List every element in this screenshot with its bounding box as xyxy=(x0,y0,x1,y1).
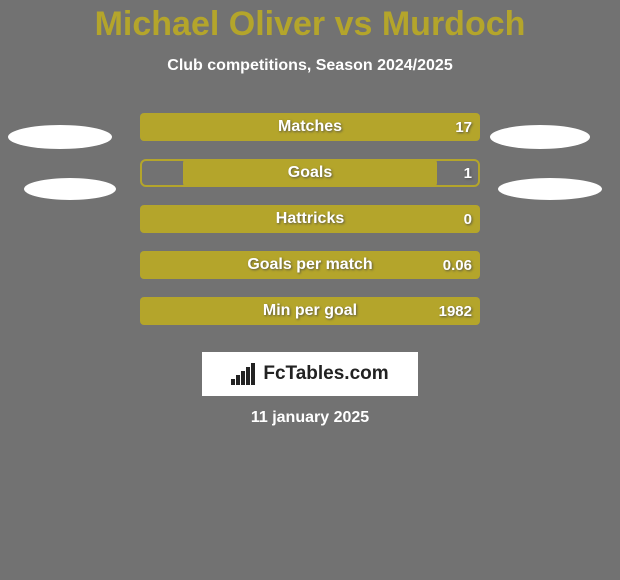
page-subtitle: Club competitions, Season 2024/2025 xyxy=(0,57,620,75)
stat-value-right: 0.06 xyxy=(443,251,472,279)
stats-chart: Matches 17 Goals 1 Hattricks 0 Goals per match… xyxy=(0,113,620,343)
page-title: Michael Oliver vs Murdoch xyxy=(0,0,620,43)
logo-bars-icon xyxy=(231,363,257,385)
stat-row: Goals per match 0.06 xyxy=(140,251,480,279)
stat-label: Min per goal xyxy=(263,297,357,325)
stat-value-right: 1 xyxy=(464,159,472,187)
stat-row: Matches 17 xyxy=(140,113,480,141)
stat-label: Goals per match xyxy=(247,251,372,279)
stat-label: Hattricks xyxy=(276,205,344,233)
stat-value-right: 17 xyxy=(455,113,472,141)
page: Michael Oliver vs Murdoch Club competiti… xyxy=(0,0,620,580)
stat-row: Goals 1 xyxy=(140,159,480,187)
stat-value-right: 1982 xyxy=(439,297,472,325)
stat-label: Matches xyxy=(278,113,342,141)
stat-row: Hattricks 0 xyxy=(140,205,480,233)
logo-box: FcTables.com xyxy=(202,352,418,396)
stat-value-right: 0 xyxy=(464,205,472,233)
stat-row: Min per goal 1982 xyxy=(140,297,480,325)
stat-label: Goals xyxy=(288,159,332,187)
date-text: 11 january 2025 xyxy=(0,409,620,427)
logo-text: FcTables.com xyxy=(263,363,388,385)
